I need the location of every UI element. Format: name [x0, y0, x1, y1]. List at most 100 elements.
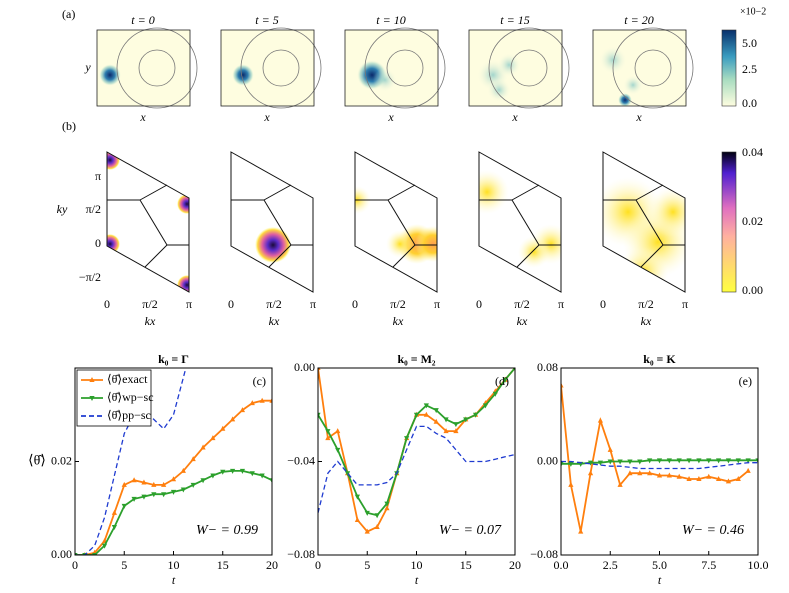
marker [170, 489, 177, 495]
marker [617, 481, 623, 487]
marker [364, 510, 370, 516]
marker [443, 417, 449, 423]
zone-boundary [139, 184, 168, 201]
density [479, 170, 561, 268]
marker [239, 407, 246, 413]
colorbar [721, 29, 737, 107]
x-tick-label: π [682, 297, 688, 311]
density [357, 60, 397, 92]
x-tick-label: 15 [460, 558, 472, 572]
density-blob [232, 64, 254, 86]
brillouin-zone [354, 151, 438, 293]
density-blob [177, 275, 189, 292]
panel-label: (a) [62, 7, 75, 21]
marker [210, 473, 216, 479]
legend-label: ⟨θ̂⟩wp−sc [107, 390, 154, 404]
panel-title: t = 5 [255, 13, 278, 27]
x-axis-label: kx [393, 314, 404, 328]
chart-title: k₀ = K [643, 352, 676, 366]
density [99, 64, 121, 86]
x-axis-label: kx [269, 314, 280, 328]
x-tick-label: 0 [72, 558, 78, 572]
marker [686, 458, 692, 464]
inner-ring [138, 49, 176, 87]
marker [647, 458, 653, 464]
marker [269, 478, 272, 484]
marker [200, 444, 206, 450]
zone-boundary [144, 244, 168, 268]
marker [121, 503, 127, 509]
marker [374, 523, 380, 529]
x-tick-label: 0 [104, 297, 110, 311]
outer-ring [240, 27, 322, 109]
x-tick-label: 10 [411, 558, 423, 572]
colorbar [721, 151, 737, 293]
x-axis-label: t [172, 573, 176, 587]
marker [597, 417, 603, 423]
marker [131, 496, 137, 502]
panel-frame [468, 29, 563, 107]
marker [607, 459, 613, 465]
x-tick-label: 7.5 [701, 558, 716, 572]
y-tick-label: 0.00 [294, 360, 315, 374]
y-tick-label: 0.02 [51, 453, 72, 467]
y-tick-label: 0 [95, 236, 101, 250]
marker [666, 458, 672, 464]
marker [111, 509, 117, 515]
marker [568, 481, 574, 487]
marker [200, 478, 206, 484]
density [355, 186, 437, 264]
annotation: W− = 0.07 [439, 523, 502, 538]
marker [637, 470, 643, 476]
marker [190, 456, 196, 462]
marker [716, 476, 722, 482]
marker [161, 481, 167, 487]
marker [364, 528, 370, 534]
density [232, 64, 254, 86]
x-tick-label: π [434, 297, 440, 311]
zone-boundary [640, 244, 664, 268]
marker [686, 476, 692, 482]
x-tick-label: 0 [228, 297, 234, 311]
zone-boundary [263, 184, 292, 201]
panel-label: (b) [62, 119, 76, 133]
density-blob [373, 68, 397, 92]
density-blob [623, 75, 643, 95]
marker [492, 391, 498, 397]
x-tick-label: 5 [121, 558, 127, 572]
marker [230, 468, 236, 474]
x-tick-label: 5 [364, 558, 370, 572]
y-tick-label: −π/2 [79, 270, 101, 284]
x-tick-label: 5.0 [652, 558, 667, 572]
marker [706, 473, 712, 479]
density-blob [255, 227, 291, 263]
panel-frame [96, 29, 191, 107]
density [107, 152, 189, 292]
marker [627, 459, 633, 465]
marker [745, 458, 751, 464]
marker [404, 436, 410, 442]
marker [433, 408, 439, 414]
x-tick-label: π/2 [266, 297, 281, 311]
x-axis-label: kx [517, 314, 528, 328]
marker [344, 471, 351, 477]
marker [249, 400, 255, 406]
marker [269, 397, 272, 403]
density-blob [618, 93, 632, 106]
x-tick-label: 0.0 [554, 558, 569, 572]
zone-boundary [139, 199, 168, 246]
density-blob [479, 170, 509, 214]
x-tick-label: π/2 [638, 297, 653, 311]
marker [463, 417, 469, 423]
marker [725, 478, 732, 484]
marker [151, 492, 157, 498]
density-blob [497, 53, 521, 77]
marker [335, 428, 341, 434]
marker [656, 472, 663, 478]
x-tick-label: 10 [168, 558, 180, 572]
annotation: W− = 0.46 [682, 523, 744, 538]
legend-marker [89, 396, 95, 401]
marker [151, 481, 157, 487]
series-line [318, 368, 515, 517]
y-tick-label: π [95, 169, 101, 183]
